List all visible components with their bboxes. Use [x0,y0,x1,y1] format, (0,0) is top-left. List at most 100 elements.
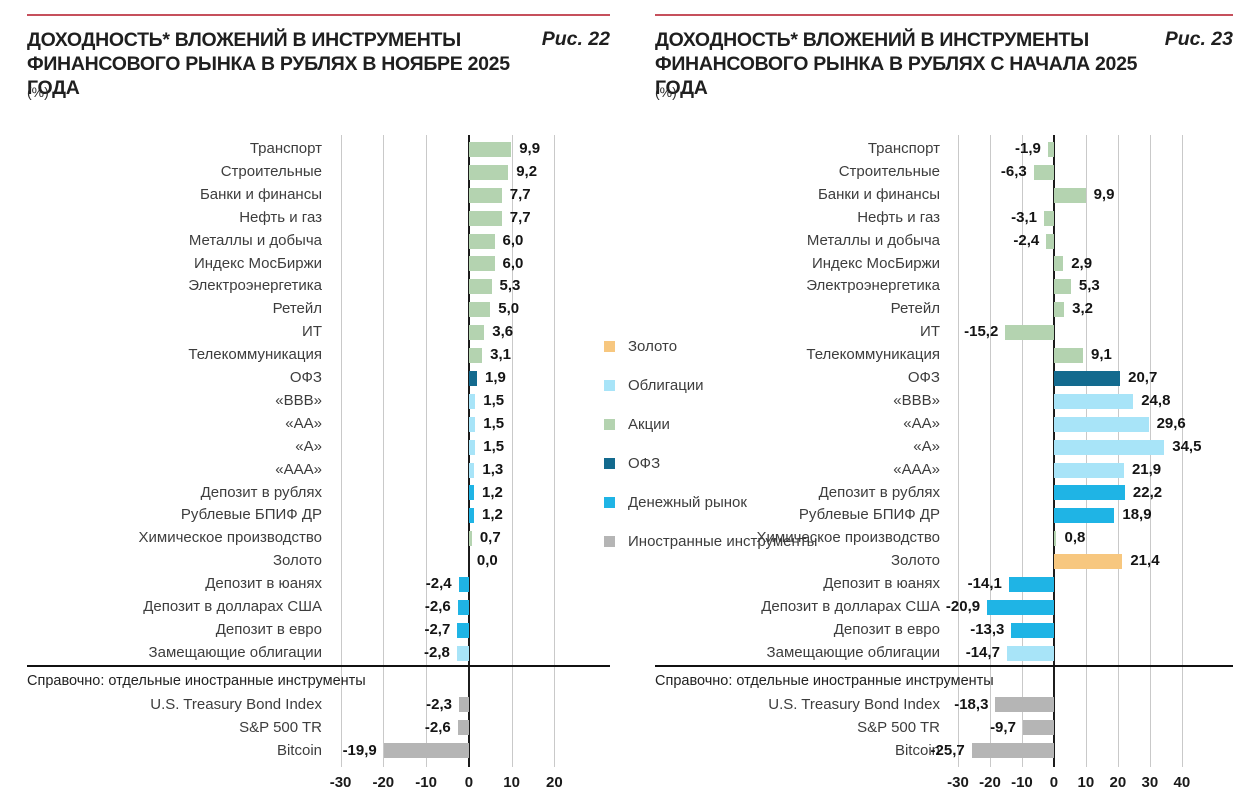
bar [468,462,475,478]
value-label: 5,0 [498,300,520,318]
grid-line [340,135,342,767]
legend-swatch-icon [604,341,615,352]
bar [1053,439,1165,455]
value-label: -2,3 [426,695,453,713]
bar [971,743,1054,759]
bar [1005,325,1054,341]
bar [468,348,483,364]
bar [1011,622,1054,638]
value-label: -2,4 [1013,231,1040,249]
bar [1047,141,1054,157]
bar [1053,393,1134,409]
chart-row-label: U.S. Treasury Bond Index [768,695,940,713]
grid-line [1181,135,1183,767]
value-label: 9,9 [1093,185,1115,203]
chart-row-label: Рублевые БПИФ ДР [180,506,322,524]
axis-tick-label: -30 [947,773,969,791]
value-label: 9,2 [516,162,538,180]
unit-label: (%) [655,84,677,100]
chart-row-label: Bitcoin [894,742,940,760]
value-label: 1,2 [481,483,503,501]
chart-row-label: Ретейл [890,300,940,318]
axis-tick-label: 10 [503,773,520,791]
bar [1022,720,1054,736]
figure-23-panel: ДОХОДНОСТЬ* ВЛОЖЕНИЙ В ИНСТРУМЕНТЫ ФИНАН… [655,14,1233,791]
bar [468,325,485,341]
bar [457,622,469,638]
chart-row-label: «ААА» [893,460,940,478]
value-label: 1,2 [481,506,503,524]
legend-label: ОФЗ [628,455,661,472]
value-label: 7,7 [509,185,531,203]
figure-23-header: ДОХОДНОСТЬ* ВЛОЖЕНИЙ В ИНСТРУМЕНТЫ ФИНАН… [655,28,1233,100]
bar [468,370,477,386]
grid-line [511,135,513,767]
legend-swatch-icon [604,536,615,547]
chart-row-label: «ВВВ» [893,391,940,409]
axis-tick-label: 0 [1049,773,1059,791]
bar [458,577,469,593]
bar [1053,416,1149,432]
bar [1053,348,1084,364]
value-label: 3,1 [490,346,511,364]
legend: Золото Облигации Акции ОФЗ Денежный рынок Ино… [604,338,817,572]
bar [995,696,1054,712]
figure-23-plot-area: Транспорт -1,9 Строительные -6,3 Банки и фин… [655,125,1233,791]
legend-label: Облигации [628,377,704,394]
chart-row-label: Депозит в долларах США [761,598,940,615]
chart-row-label: Индекс МосБиржи [811,254,940,272]
chart-row-label: Золото [890,552,940,570]
chart-row-label: Ретейл [272,300,322,318]
chart-title-line1: ДОХОДНОСТЬ* ВЛОЖЕНИЙ В ИНСТРУМЕНТЫ [655,29,1089,51]
chart-row-label: Депозит в юанях [205,575,322,593]
bar [456,645,469,661]
value-label: 20,7 [1128,369,1158,386]
grid-line [1021,135,1023,767]
chart-row-label: Рублевые БПИФ ДР [798,506,940,524]
bar [1053,485,1125,501]
bar [1053,256,1064,272]
bar [468,141,512,157]
figure-22-panel: ДОХОДНОСТЬ* ВЛОЖЕНИЙ В ИНСТРУМЕНТЫ ФИНАН… [27,14,610,791]
value-label: -19,9 [342,742,377,760]
figure-22-header: ДОХОДНОСТЬ* ВЛОЖЕНИЙ В ИНСТРУМЕНТЫ ФИНАН… [27,28,610,100]
chart-row-label: S&P 500 TR [239,719,322,736]
value-label: -2,6 [424,719,451,736]
bar [468,187,502,203]
chart-row-label: Депозит в евро [833,620,940,638]
chart-title-line2: ФИНАНСОВОГО РЫНКА В РУБЛЯХ В НОЯБРЕ 2025… [27,53,510,99]
bar [1053,187,1086,203]
legend-item: Облигации [604,377,817,394]
chart-row-label: Нефть и газ [239,208,322,226]
chart-row-label: Металлы и добыча [188,231,322,249]
chart-row-label: Депозит в долларах США [143,598,322,615]
bar [1053,554,1123,570]
value-label: 0,0 [476,552,498,570]
axis-tick-label: 20 [1109,773,1127,791]
value-label: 1,5 [483,437,505,455]
legend-label: Акции [628,416,670,433]
bar [468,439,476,455]
grid-line [554,135,556,767]
bar [468,256,495,272]
axis-tick-label: 30 [1141,773,1159,791]
value-label: 3,6 [492,323,514,341]
bar [468,279,492,295]
bar [468,302,491,318]
bar [1053,462,1124,478]
value-label: -20,9 [945,598,981,615]
chart-row-label: Депозит в рублях [818,483,940,501]
legend-item: Денежный рынок [604,494,817,511]
grid-line [426,135,428,767]
chart-row-label: Банки и финансы [817,185,940,203]
value-label: 9,9 [519,140,541,157]
value-label: -2,8 [424,643,450,661]
chart-row-label: ИТ [920,323,940,341]
value-label: -2,6 [424,598,451,615]
value-label: -3,1 [1011,208,1038,226]
legend-label: Иностранные инструменты [628,533,818,550]
chart-row-label: Нефть и газ [857,208,940,226]
chart-row-label: «ААА» [275,460,322,478]
chart-row-label: Химическое производство [138,529,322,547]
legend-item: Акции [604,416,817,433]
